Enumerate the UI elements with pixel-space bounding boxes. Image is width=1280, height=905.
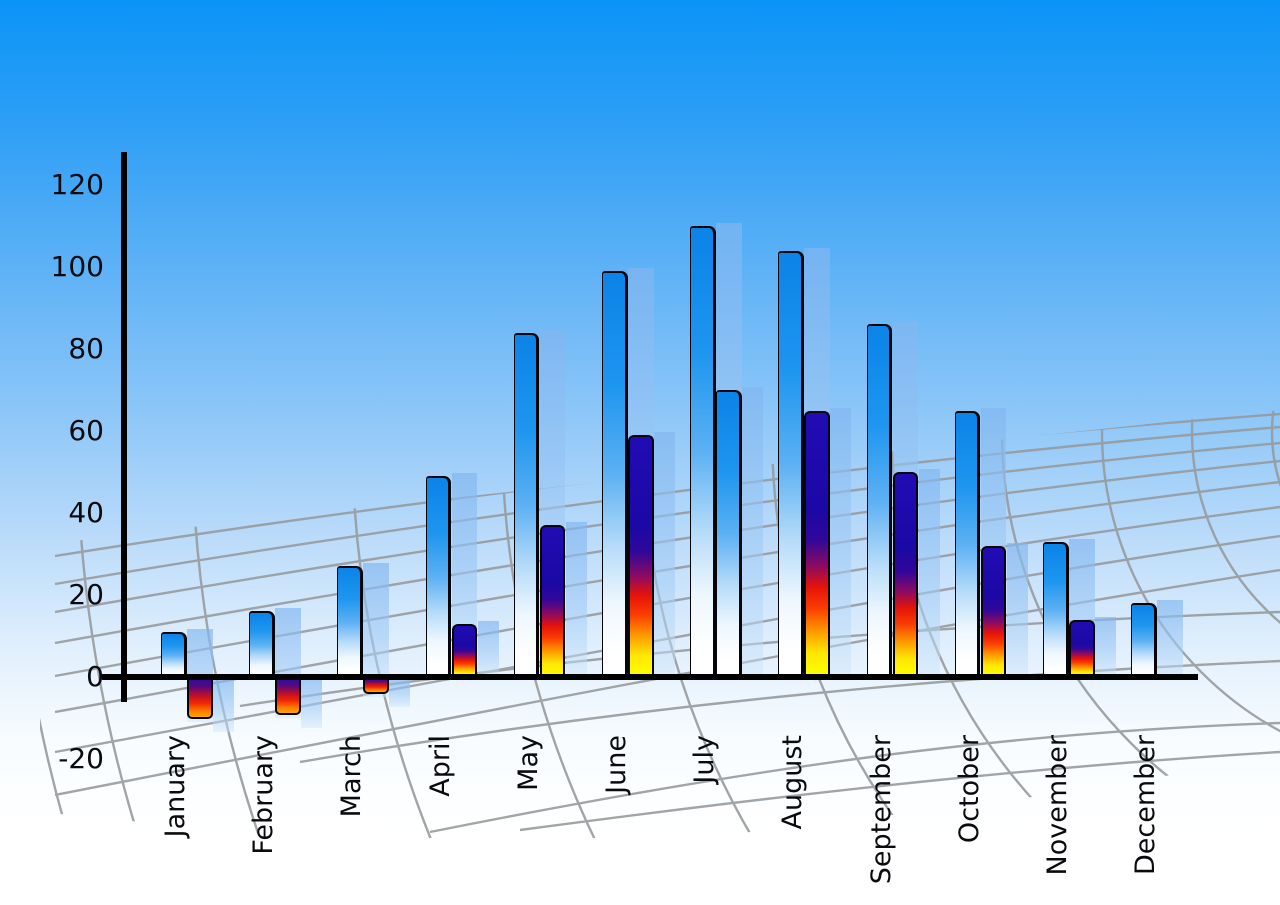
bar-echo-primary-december [1157, 600, 1183, 680]
y-axis-tick-label: 20 [68, 578, 104, 611]
bar-echo-secondary-october [1006, 542, 1028, 677]
y-axis-tick-label: 0 [86, 660, 104, 693]
bar-secondary-september [892, 472, 919, 677]
bar-primary-september [866, 324, 893, 677]
bar-secondary-february [275, 678, 301, 715]
bar-primary-june [602, 271, 628, 677]
x-axis-month-label: August [777, 735, 809, 830]
grid-arc [1270, 410, 1280, 604]
bar-secondary-may [539, 525, 566, 677]
y-axis-tick-label: 120 [50, 168, 104, 201]
x-axis-zero-line [102, 674, 1198, 680]
y-axis-tick-label: -20 [58, 742, 104, 775]
x-axis-month-label: November [1042, 735, 1073, 876]
x-axis-month-label: September [865, 735, 897, 885]
y-axis-tick-label: 60 [68, 414, 104, 447]
bar-echo-secondary-february [301, 679, 323, 728]
bar-primary-august [778, 250, 804, 677]
grid-arc [890, 410, 1280, 838]
y-axis-line [121, 152, 127, 702]
bar-secondary-august [804, 410, 830, 677]
grid-arc [1100, 410, 1280, 774]
bar-secondary-october [980, 545, 1007, 677]
bar-echo-secondary-april [477, 620, 499, 677]
x-axis-month-label: March [336, 735, 368, 818]
grid-arc [1190, 410, 1280, 684]
bar-primary-july [690, 226, 716, 677]
bar-echo-secondary-january [213, 679, 234, 732]
bar-echo-secondary-july [742, 387, 764, 677]
x-axis-month-label: February [248, 735, 280, 855]
bar-primary-february [249, 611, 275, 677]
bar-secondary-january [187, 678, 213, 719]
bar-primary-november [1043, 541, 1069, 677]
bar-secondary-july [716, 390, 742, 677]
x-axis-month-label: July [689, 735, 721, 784]
grid-latitude-line [429, 721, 1280, 834]
bar-secondary-march [363, 678, 389, 695]
bar-secondary-april [451, 623, 478, 677]
x-axis-month-label: October [953, 735, 985, 844]
bar-primary-may [513, 332, 540, 677]
bar-echo-secondary-november [1095, 616, 1116, 677]
bar-echo-secondary-august [830, 407, 852, 677]
grid-latitude-line [519, 750, 1280, 832]
bar-primary-march [337, 566, 363, 677]
bar-echo-secondary-march [389, 679, 411, 708]
bar-primary-october [954, 410, 981, 677]
bar-primary-january [161, 631, 187, 677]
x-axis-month-label: April [424, 735, 456, 797]
bar-echo-secondary-june [654, 432, 675, 677]
bar-primary-april [425, 476, 452, 677]
bar-secondary-november [1069, 619, 1095, 677]
bar-primary-december [1131, 603, 1157, 677]
x-axis-month-label: December [1130, 735, 1162, 876]
bar-secondary-june [628, 435, 654, 677]
bar-echo-secondary-september [918, 469, 940, 677]
x-axis-month-label: May [512, 735, 544, 791]
x-axis-month-label: January [160, 735, 191, 838]
y-axis-tick-label: 100 [50, 250, 104, 283]
bar-echo-secondary-may [565, 522, 587, 677]
x-axis-month-label: June [601, 735, 632, 794]
y-axis-tick-label: 80 [68, 332, 104, 365]
y-axis-tick-label: 40 [68, 496, 104, 529]
